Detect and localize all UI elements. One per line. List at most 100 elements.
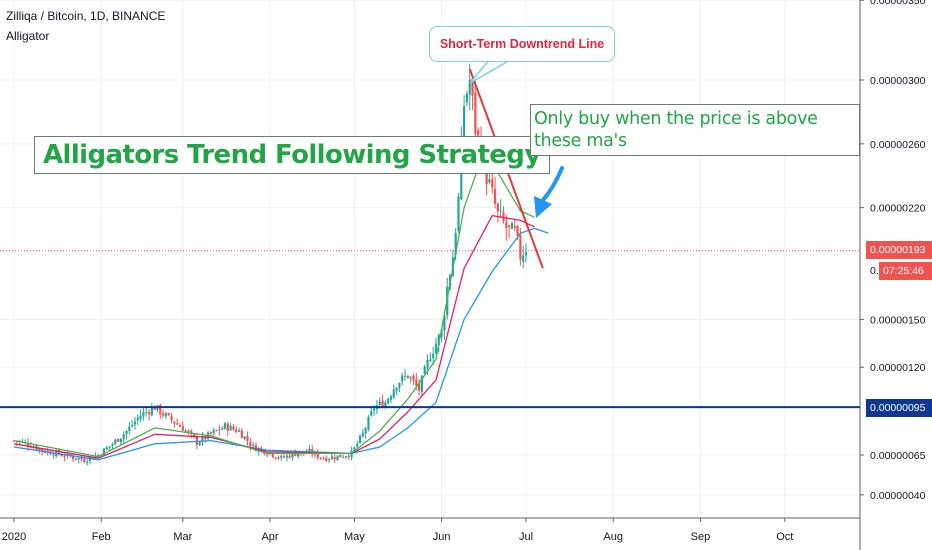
y-tick-label: 0.00000120 bbox=[870, 362, 926, 374]
candle-body bbox=[97, 455, 100, 457]
candle-body bbox=[392, 389, 395, 398]
candle-body bbox=[94, 455, 97, 459]
y-tick-label: 0.00000220 bbox=[870, 203, 926, 215]
candle-body bbox=[218, 429, 221, 431]
candle-body bbox=[423, 366, 426, 375]
candle-body bbox=[471, 78, 474, 96]
candle-body bbox=[378, 401, 381, 405]
candle-body bbox=[150, 407, 153, 416]
candle-body bbox=[282, 456, 286, 458]
candle-body bbox=[434, 343, 438, 354]
candle-body bbox=[322, 458, 325, 460]
candle-body bbox=[409, 377, 412, 379]
candle-body bbox=[465, 93, 469, 103]
candle-body bbox=[356, 443, 359, 447]
candle-body bbox=[212, 430, 215, 434]
candle-body bbox=[77, 457, 80, 460]
candle-body bbox=[333, 457, 336, 460]
candle-body bbox=[280, 455, 283, 458]
indicator-label[interactable]: Alligator bbox=[6, 29, 50, 43]
candle-body bbox=[128, 426, 131, 431]
strategy-title-box[interactable]: Alligators Trend Following Strategy bbox=[34, 136, 550, 174]
x-tick-label: Apr bbox=[261, 531, 278, 543]
y-tick-label: 0.00000040 bbox=[870, 490, 926, 502]
candle-body bbox=[246, 436, 249, 442]
candle-body bbox=[288, 455, 291, 458]
candle-body bbox=[102, 448, 106, 457]
candle-body bbox=[192, 433, 196, 438]
candle-body bbox=[229, 425, 232, 431]
x-tick-label: Sep bbox=[691, 531, 711, 543]
candle-body bbox=[274, 457, 277, 459]
candle-body bbox=[164, 413, 168, 417]
candle-body bbox=[330, 456, 333, 460]
alligator-lips-line bbox=[13, 162, 535, 458]
candle-body bbox=[463, 106, 466, 144]
candle-body bbox=[516, 226, 519, 236]
candle-body bbox=[232, 426, 235, 430]
candle-body bbox=[468, 79, 471, 95]
candle-body bbox=[114, 439, 117, 444]
candle-body bbox=[420, 375, 424, 393]
candle-body bbox=[381, 400, 384, 408]
candle-body bbox=[437, 334, 440, 346]
candle-body bbox=[105, 447, 108, 450]
candle-body bbox=[429, 359, 432, 361]
candle-body bbox=[201, 436, 204, 442]
candle-body bbox=[496, 203, 499, 212]
candle-body bbox=[145, 411, 148, 413]
candle-body bbox=[406, 375, 409, 378]
candle-body bbox=[387, 398, 390, 404]
x-tick-label: Mar bbox=[173, 531, 192, 543]
bar-countdown-badge: 07:25:46 bbox=[879, 262, 932, 280]
x-tick-label: Aug bbox=[603, 531, 623, 543]
candle-body bbox=[457, 196, 460, 231]
alligator-teeth-line bbox=[13, 214, 535, 459]
candle-body bbox=[111, 444, 114, 446]
candle-body bbox=[178, 425, 182, 427]
candle-body bbox=[319, 457, 322, 459]
candle-body bbox=[209, 432, 213, 434]
candle-body bbox=[426, 359, 429, 368]
candle-body bbox=[215, 430, 218, 432]
candle-body bbox=[325, 458, 328, 461]
buy-note-box[interactable]: Only buy when the price is above these m… bbox=[530, 104, 860, 156]
candle-body bbox=[443, 315, 446, 331]
candle-body bbox=[136, 417, 139, 421]
candle-body bbox=[252, 444, 255, 446]
candle-body bbox=[125, 430, 128, 435]
downtrend-callout[interactable]: Short-Term Downtrend Line bbox=[429, 26, 615, 62]
candle-body bbox=[167, 413, 170, 415]
y-tick-label: 0.00000065 bbox=[870, 450, 926, 462]
candle-body bbox=[176, 423, 179, 425]
candle-body bbox=[133, 421, 137, 425]
candle-body bbox=[119, 438, 123, 443]
candle-body bbox=[223, 423, 227, 429]
candle-body bbox=[403, 375, 407, 377]
candle-body bbox=[80, 457, 83, 460]
candle-body bbox=[116, 438, 120, 442]
candle-body bbox=[291, 452, 294, 458]
x-tick-label: Jul bbox=[519, 531, 533, 543]
candle-body bbox=[510, 223, 514, 229]
candle-body bbox=[499, 210, 502, 213]
candle-body bbox=[493, 189, 497, 204]
candle-body bbox=[389, 396, 393, 400]
candle-body bbox=[353, 447, 356, 452]
candle-body bbox=[26, 442, 30, 447]
candle-body bbox=[285, 455, 288, 458]
arrow-shaft bbox=[541, 166, 564, 202]
candle-body bbox=[519, 235, 522, 260]
candle-body bbox=[488, 179, 491, 183]
candle-body bbox=[491, 179, 494, 188]
candle-body bbox=[181, 426, 184, 431]
candle-body bbox=[513, 225, 516, 228]
candle-body bbox=[395, 387, 398, 391]
candle-body bbox=[271, 453, 274, 457]
candle-body bbox=[524, 252, 528, 256]
candle-body bbox=[122, 434, 125, 439]
candle-body bbox=[74, 458, 77, 460]
level-price-badge: 0.00000095 bbox=[866, 399, 932, 417]
partial-price-label: 0. bbox=[866, 262, 880, 280]
